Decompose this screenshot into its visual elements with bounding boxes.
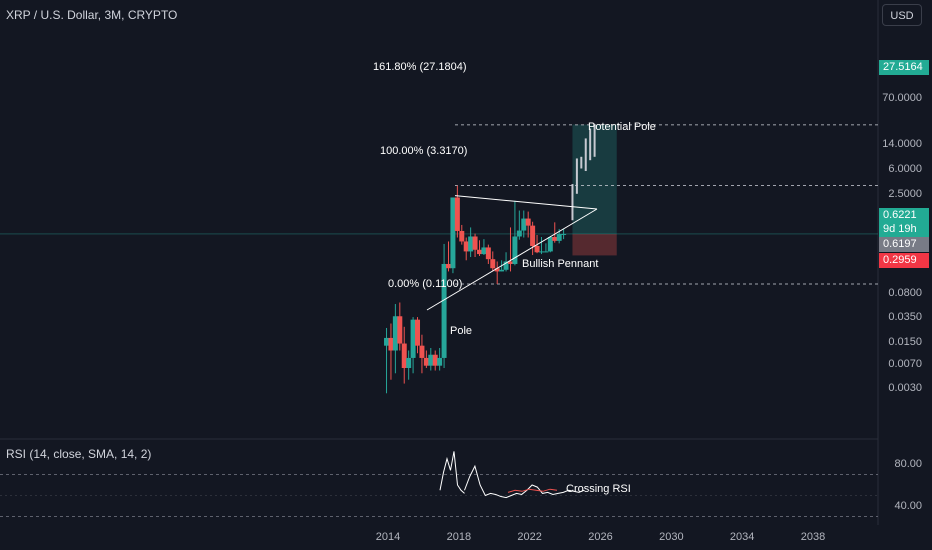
pennant-trendlines xyxy=(426,195,598,311)
pennant-upper-line xyxy=(454,195,598,210)
candle-body xyxy=(463,241,469,252)
candle-body xyxy=(521,218,527,231)
candle-body xyxy=(384,337,390,346)
pole-label: Pole xyxy=(450,325,473,337)
time-tick: 2022 xyxy=(517,531,542,543)
symbol-title: XRP / U.S. Dollar, 3M, CRYPTO xyxy=(6,8,178,22)
time-tick: 2038 xyxy=(800,531,826,543)
candle-body xyxy=(481,247,487,255)
time-tick: 2026 xyxy=(588,531,613,543)
candle-body xyxy=(534,246,540,253)
candle-body xyxy=(512,236,518,264)
fib-label-100: 100.00% (3.3170) xyxy=(380,145,468,157)
time-tick: 2014 xyxy=(375,531,401,543)
price-tick: 0.0350 xyxy=(888,311,922,324)
candle-body xyxy=(446,263,452,269)
projection-bars xyxy=(571,124,596,221)
countdown-tag: 9d 19h xyxy=(879,222,929,237)
rsi-pane xyxy=(0,451,878,517)
fib-lines xyxy=(455,124,878,285)
candle-body xyxy=(530,225,536,247)
candle-body xyxy=(561,233,567,235)
candle-body xyxy=(552,236,558,241)
price-tick: 2.5000 xyxy=(888,187,922,200)
rsi-tick-80: 80.00 xyxy=(894,458,922,470)
candle-body xyxy=(485,247,491,260)
candle-body xyxy=(437,357,443,366)
candle-body xyxy=(432,354,438,366)
price-tick: 14.0000 xyxy=(882,138,922,151)
rsi-tick-40: 40.00 xyxy=(894,500,922,512)
candle-body xyxy=(472,236,478,250)
candle-body xyxy=(415,319,421,346)
currency-button[interactable]: USD xyxy=(882,4,922,26)
fib-label-0: 0.00% (0.1100) xyxy=(388,278,463,290)
bullish-pennant-label: Bullish Pennant xyxy=(522,258,599,270)
candle-body xyxy=(547,236,553,252)
candle-body xyxy=(406,357,412,369)
candle-body xyxy=(538,251,544,253)
rsi-line xyxy=(464,464,585,499)
rsi-signal-line xyxy=(507,488,558,493)
candle-body xyxy=(388,337,394,351)
candle-body xyxy=(454,197,460,231)
candle-body xyxy=(556,234,562,241)
loss-zone xyxy=(572,233,617,256)
candle-body xyxy=(507,261,513,264)
candles xyxy=(384,185,567,394)
time-tick: 2018 xyxy=(446,531,472,543)
last-price-tag: 0.6221 xyxy=(879,208,929,223)
candle-body xyxy=(441,263,447,358)
price-tick: 6.0000 xyxy=(888,162,922,175)
candle-body xyxy=(410,319,416,358)
price-tick: 0.0070 xyxy=(888,357,922,370)
price-tick: 70.0000 xyxy=(882,91,922,104)
candle-body xyxy=(543,251,549,253)
pennant-lower-line xyxy=(426,208,598,311)
candle-body xyxy=(392,316,398,351)
candle-body xyxy=(490,259,496,269)
candle-body xyxy=(419,345,425,358)
candle-body xyxy=(401,343,407,369)
candle-body xyxy=(423,357,429,366)
candle-body xyxy=(525,218,531,226)
candle-body xyxy=(516,230,522,237)
time-tick: 2034 xyxy=(729,531,755,543)
price-tick: 0.0030 xyxy=(888,382,922,395)
candle-body xyxy=(459,230,465,242)
rsi-peak-line xyxy=(439,451,465,494)
crossing-rsi-label: Crossing RSI xyxy=(566,483,631,495)
candle-body xyxy=(450,197,456,269)
target-price-tag: 27.5164 xyxy=(879,60,929,75)
potential-pole-label: Potential Pole xyxy=(588,121,656,133)
fib-label-161: 161.80% (27.1804) xyxy=(373,61,467,73)
prev-price-tag: 0.6197 xyxy=(879,237,929,252)
candle-body xyxy=(428,354,434,366)
time-tick: 2030 xyxy=(659,531,684,543)
candle-body xyxy=(503,261,509,270)
candle-body xyxy=(499,269,505,272)
candle-body xyxy=(397,316,403,344)
price-tick: 0.0800 xyxy=(888,287,922,300)
rsi-title: RSI (14, close, SMA, 14, 2) xyxy=(6,447,152,461)
grid xyxy=(0,0,879,525)
candle-body xyxy=(476,249,482,255)
candle-body xyxy=(468,236,474,252)
candle-body xyxy=(494,268,500,272)
stop-price-tag: 0.2959 xyxy=(879,253,929,268)
price-tick: 0.0150 xyxy=(888,335,922,348)
